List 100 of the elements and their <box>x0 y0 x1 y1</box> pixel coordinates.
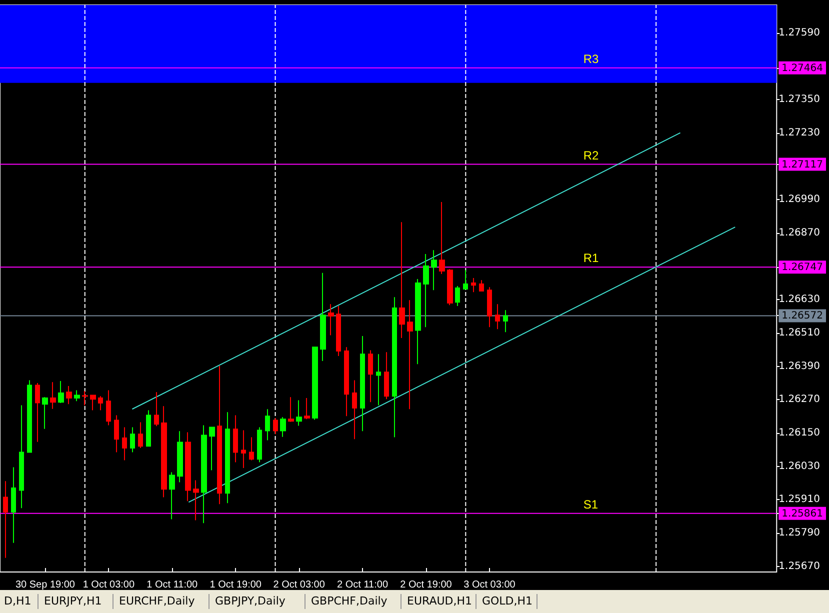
y-tick-label: 1.26150 <box>778 428 820 439</box>
y-tick-label: 1.25790 <box>778 528 820 539</box>
candlestick <box>241 430 246 469</box>
candlestick <box>320 272 326 362</box>
text: D,H1 <box>4 594 32 608</box>
candlestick <box>352 380 357 440</box>
y-tick-label: 1.25910 <box>778 494 820 506</box>
candlestick <box>312 346 318 420</box>
candlestick <box>201 424 207 524</box>
y-tick-label: 1.27464 <box>782 62 824 74</box>
candlestick <box>58 380 64 404</box>
candlestick <box>296 400 302 426</box>
candlestick <box>455 286 460 307</box>
candlestick <box>11 466 16 544</box>
y-tick-label: 1.27350 <box>778 94 820 105</box>
candlestick <box>344 346 349 417</box>
ref-line-label: R3 <box>583 52 599 66</box>
x-tick-label: 3 Oct 03:00 <box>464 580 516 590</box>
candlestick <box>50 382 56 410</box>
candlestick <box>82 390 88 406</box>
x-tick-label: 1 Oct 03:00 <box>82 580 135 590</box>
candlestick <box>154 392 159 427</box>
candlestick <box>225 412 230 504</box>
candlestick <box>463 270 468 290</box>
y-tick-label: 1.26747 <box>782 262 824 274</box>
y-tick-label: 1.25670 <box>778 560 820 572</box>
y-tick-label: 1.26030 <box>778 460 820 472</box>
candlestick <box>368 350 373 403</box>
y-tick-label: 1.26390 <box>778 360 820 372</box>
candlestick <box>399 222 405 338</box>
candlestick <box>169 472 175 520</box>
ref-line-label: S1 <box>583 497 598 512</box>
candlestick <box>336 306 341 357</box>
candlestick <box>265 408 270 441</box>
x-tick-label: 1 Oct 19:00 <box>210 580 262 590</box>
candlestick <box>495 304 500 330</box>
text: GBPCHF,Daily <box>311 594 388 608</box>
candlestick <box>209 426 215 471</box>
candlestick <box>415 278 421 365</box>
candlestick <box>392 296 397 438</box>
candlestick <box>471 277 476 293</box>
candlestick <box>376 354 381 406</box>
candlestick <box>423 254 429 328</box>
x-tick-label: 2 Oct 03:00 <box>273 580 326 590</box>
text: EURJPY,H1 <box>44 594 102 608</box>
candlestick <box>280 416 286 438</box>
ref-line-label: R2 <box>583 148 599 162</box>
candlestick <box>439 202 445 275</box>
candlestick <box>487 286 492 328</box>
y-tick-label: 1.27230 <box>778 127 820 138</box>
candlestick <box>27 380 32 453</box>
text: GOLD,H1 <box>482 594 533 608</box>
candlestick <box>66 386 72 405</box>
candlestick <box>328 304 334 336</box>
y-tick-label: 1.25861 <box>782 508 824 520</box>
candlestick <box>503 310 508 333</box>
y-tick-label: 1.26870 <box>778 227 820 238</box>
candlestick <box>360 336 365 432</box>
candlestick <box>233 414 238 463</box>
candlestick <box>177 430 183 483</box>
y-tick-label: 1.27590 <box>778 27 820 38</box>
y-tick-label: 1.26510 <box>778 327 820 338</box>
candlestick <box>90 394 96 411</box>
candlestick <box>114 414 119 453</box>
candlestick <box>193 480 199 521</box>
candlestick <box>304 398 310 420</box>
y-tick-label: 1.26990 <box>778 194 820 206</box>
candlestick <box>431 250 437 291</box>
candlestick <box>479 280 484 292</box>
candlestick <box>98 396 103 411</box>
candlestick <box>185 432 191 502</box>
y-tick-label: 1.26572 <box>782 310 824 322</box>
x-tick-label: 2 Oct 11:00 <box>337 580 388 590</box>
x-tick-label: 1 Oct 11:00 <box>146 580 198 590</box>
candlestick <box>138 422 143 449</box>
y-tick-label: 1.26630 <box>778 294 820 306</box>
candlestick <box>249 436 254 461</box>
candlestick <box>74 390 80 402</box>
candlestick <box>407 300 413 410</box>
candlestick <box>257 426 262 463</box>
y-tick-label: 1.27117 <box>782 159 824 170</box>
candlestick <box>146 410 151 447</box>
candlestick <box>288 396 294 422</box>
candlestick <box>35 382 40 442</box>
text: EURAUD,H1 <box>407 594 472 608</box>
candlestick <box>106 390 111 426</box>
candlestick <box>384 352 389 400</box>
text: EURCHF,Daily <box>119 594 196 608</box>
text: GBPJPY,Daily <box>215 594 286 608</box>
candlestick <box>447 268 453 306</box>
candlestick <box>130 426 135 453</box>
candlestick <box>122 426 127 461</box>
y-tick-label: 1.26270 <box>778 394 820 406</box>
candlestick <box>3 480 8 558</box>
x-tick-label: 30 Sep 19:00 <box>15 580 76 590</box>
candlestick <box>161 406 167 498</box>
x-tick-label: 2 Oct 19:00 <box>400 580 452 590</box>
candlestick <box>273 418 278 435</box>
candlestick <box>217 366 222 505</box>
ref-line-label: R1 <box>583 251 599 266</box>
